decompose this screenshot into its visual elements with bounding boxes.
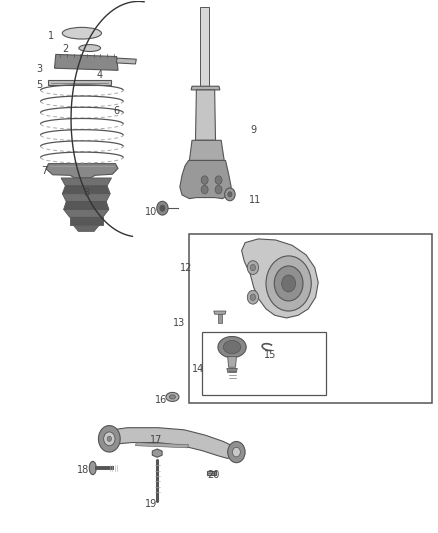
Polygon shape xyxy=(64,209,109,217)
Polygon shape xyxy=(242,239,318,318)
Circle shape xyxy=(157,201,168,215)
Polygon shape xyxy=(116,58,136,64)
Polygon shape xyxy=(135,442,188,448)
Polygon shape xyxy=(200,7,209,86)
Circle shape xyxy=(215,185,222,194)
Polygon shape xyxy=(70,217,103,225)
Ellipse shape xyxy=(170,395,176,399)
Bar xyxy=(202,332,326,395)
Polygon shape xyxy=(46,164,118,178)
Polygon shape xyxy=(101,427,239,458)
Text: 8: 8 xyxy=(83,188,89,198)
Text: 9: 9 xyxy=(250,125,256,135)
Circle shape xyxy=(160,205,165,212)
Circle shape xyxy=(225,188,235,201)
Ellipse shape xyxy=(62,27,102,39)
Circle shape xyxy=(107,436,112,441)
Circle shape xyxy=(251,264,255,271)
Circle shape xyxy=(247,261,258,274)
Text: 17: 17 xyxy=(150,435,162,445)
Text: 4: 4 xyxy=(96,70,102,79)
Polygon shape xyxy=(180,160,231,199)
Circle shape xyxy=(274,266,303,301)
Bar xyxy=(189,233,432,403)
Text: 11: 11 xyxy=(248,195,261,205)
Circle shape xyxy=(104,432,115,446)
Polygon shape xyxy=(207,471,215,475)
Polygon shape xyxy=(191,86,220,90)
Circle shape xyxy=(99,425,120,452)
Circle shape xyxy=(201,185,208,194)
Polygon shape xyxy=(227,368,237,373)
Ellipse shape xyxy=(218,336,246,358)
Ellipse shape xyxy=(79,45,101,52)
Polygon shape xyxy=(62,193,110,201)
Polygon shape xyxy=(62,186,110,193)
Text: 12: 12 xyxy=(180,263,193,273)
Circle shape xyxy=(228,192,232,197)
Polygon shape xyxy=(152,449,162,457)
Polygon shape xyxy=(48,80,111,85)
Ellipse shape xyxy=(223,341,241,354)
Circle shape xyxy=(251,294,255,301)
Text: 7: 7 xyxy=(41,166,47,176)
Circle shape xyxy=(233,447,240,457)
Circle shape xyxy=(228,441,245,463)
Ellipse shape xyxy=(166,392,179,401)
Circle shape xyxy=(266,256,311,311)
Polygon shape xyxy=(54,54,118,70)
Circle shape xyxy=(215,176,222,184)
Text: 14: 14 xyxy=(192,365,204,374)
Polygon shape xyxy=(64,201,109,209)
Circle shape xyxy=(201,176,208,184)
Text: 19: 19 xyxy=(145,499,158,509)
Text: 1: 1 xyxy=(48,31,54,41)
Text: 6: 6 xyxy=(113,106,120,116)
Text: 5: 5 xyxy=(36,79,43,90)
Text: 20: 20 xyxy=(208,471,220,480)
Text: 10: 10 xyxy=(145,207,158,217)
Text: 3: 3 xyxy=(37,64,43,74)
Circle shape xyxy=(247,290,258,304)
Text: 2: 2 xyxy=(63,44,69,54)
Polygon shape xyxy=(218,314,222,323)
Polygon shape xyxy=(73,225,99,231)
Ellipse shape xyxy=(89,462,96,474)
Polygon shape xyxy=(214,311,226,314)
Polygon shape xyxy=(61,178,112,186)
Polygon shape xyxy=(189,140,224,160)
Text: 13: 13 xyxy=(173,318,185,328)
Polygon shape xyxy=(195,90,215,140)
Polygon shape xyxy=(228,357,237,367)
Text: 15: 15 xyxy=(264,350,276,360)
Text: 16: 16 xyxy=(155,395,168,405)
Text: 18: 18 xyxy=(77,465,89,475)
Circle shape xyxy=(282,275,296,292)
